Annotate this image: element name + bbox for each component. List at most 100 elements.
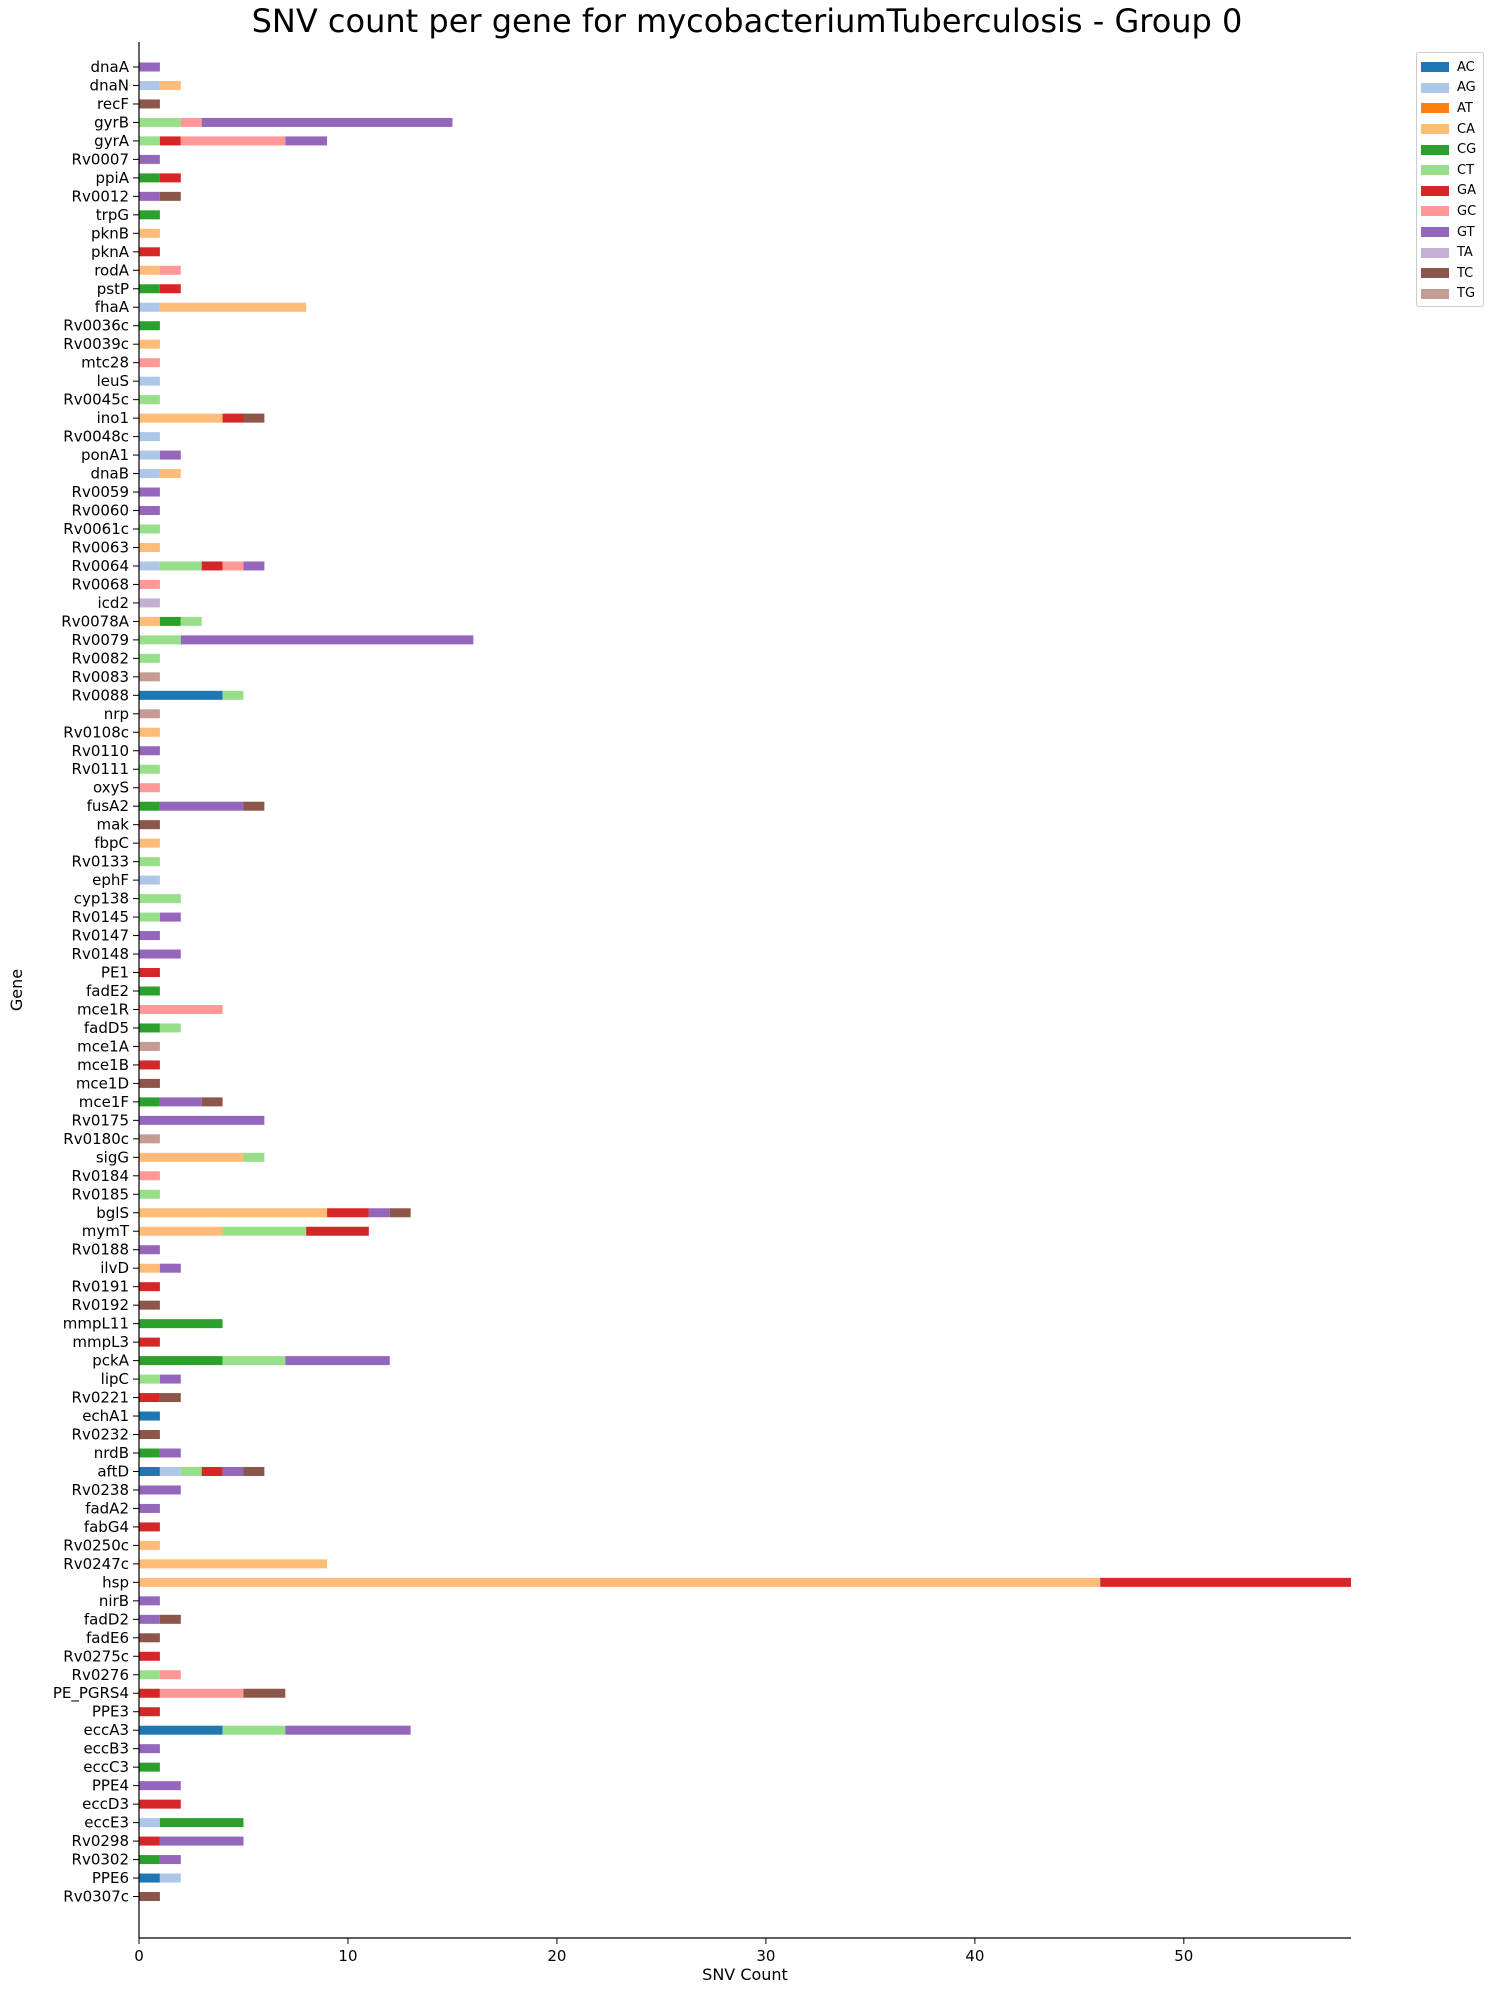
y-tick-label: mmpL11 bbox=[63, 1315, 129, 1333]
y-tick-label: Rv0110 bbox=[72, 742, 129, 760]
bar-PPE6-AG bbox=[159, 1873, 181, 1883]
bar-fadE6-TC bbox=[139, 1633, 160, 1643]
legend-item-CA: CA bbox=[1421, 119, 1479, 140]
y-tick-label: mmpL3 bbox=[72, 1333, 129, 1351]
y-tick-label: Rv0188 bbox=[72, 1241, 129, 1259]
bar-eccD3-GA bbox=[139, 1799, 181, 1809]
bar-dnaB-CA bbox=[159, 469, 181, 479]
bar-Rv0083-TG bbox=[139, 672, 160, 682]
bar-PPE3-GA bbox=[139, 1707, 160, 1717]
bar-Rv0078A-CT bbox=[180, 616, 202, 626]
legend-item-GT: GT bbox=[1421, 222, 1479, 243]
legend-label: CA bbox=[1457, 121, 1475, 137]
bar-Rv0036c-CG bbox=[139, 321, 160, 331]
y-tick-label: gyrA bbox=[94, 132, 130, 150]
bar-PPE6-AC bbox=[139, 1873, 160, 1883]
bar-PE_PGRS4-GA bbox=[139, 1688, 160, 1698]
y-tick-label: mce1B bbox=[77, 1056, 129, 1074]
y-tick-label: Rv0175 bbox=[72, 1111, 129, 1129]
y-axis-ticks: dnaAdnaNrecFgyrBgyrARv0007ppiARv0012trpG… bbox=[53, 58, 139, 1906]
legend-label: GT bbox=[1457, 224, 1475, 240]
bar-ino1-GA bbox=[222, 413, 244, 423]
bar-Rv0298-GT bbox=[159, 1836, 244, 1846]
bar-Rv0060-GT bbox=[139, 506, 160, 516]
y-tick-label: mak bbox=[97, 816, 130, 834]
bar-fadD5-CG bbox=[139, 1023, 160, 1033]
y-tick-label: Rv0111 bbox=[72, 760, 129, 778]
bar-eccA3-AC bbox=[139, 1725, 223, 1735]
y-tick-label: fabG4 bbox=[84, 1518, 129, 1536]
bar-Rv0147-GT bbox=[139, 931, 160, 941]
legend-label: CG bbox=[1457, 142, 1477, 158]
y-tick-label: PPE6 bbox=[92, 1869, 129, 1887]
bar-Rv0064-GT bbox=[243, 561, 265, 571]
bar-Rv0221-GA bbox=[139, 1393, 160, 1403]
y-tick-label: rodA bbox=[94, 261, 130, 279]
bar-aftD-GA bbox=[201, 1466, 223, 1476]
bar-lipC-CT bbox=[139, 1374, 160, 1384]
bar-Rv0079-GT bbox=[180, 635, 474, 645]
bar-Rv0232-TC bbox=[139, 1430, 160, 1440]
bar-Rv0111-CT bbox=[139, 764, 160, 774]
bar-Rv0276-CT bbox=[139, 1670, 160, 1680]
bar-Rv0110-GT bbox=[139, 746, 160, 756]
bar-fhaA-AG bbox=[139, 302, 160, 312]
y-tick-label: fbpC bbox=[94, 834, 129, 852]
y-tick-label: Rv0078A bbox=[61, 612, 129, 630]
bar-dnaB-AG bbox=[139, 469, 160, 479]
y-tick-label: ino1 bbox=[97, 409, 129, 427]
y-tick-label: Rv0045c bbox=[63, 391, 129, 409]
bar-Rv0079-CT bbox=[139, 635, 181, 645]
bar-mmpL11-CG bbox=[139, 1319, 223, 1329]
y-tick-label: Rv0192 bbox=[72, 1296, 129, 1314]
bar-aftD-AC bbox=[139, 1466, 160, 1476]
y-tick-label: Rv0247c bbox=[63, 1555, 129, 1573]
legend-swatch bbox=[1421, 185, 1449, 196]
bar-eccC3-CG bbox=[139, 1762, 160, 1772]
bar-ppiA-GA bbox=[159, 173, 181, 183]
legend-swatch bbox=[1421, 206, 1449, 217]
bar-eccA3-GT bbox=[285, 1725, 411, 1735]
bar-Rv0012-TC bbox=[159, 191, 181, 201]
legend-label: GC bbox=[1457, 203, 1477, 219]
y-tick-label: oxyS bbox=[93, 779, 129, 797]
y-tick-label: fadE6 bbox=[86, 1629, 129, 1647]
y-tick-label: eccE3 bbox=[84, 1814, 129, 1832]
bar-gyrA-GA bbox=[159, 136, 181, 146]
bar-sigG-CA bbox=[139, 1152, 244, 1162]
bar-bglS-CA bbox=[139, 1208, 328, 1218]
bar-ino1-CA bbox=[139, 413, 223, 423]
bar-Rv0108c-CA bbox=[139, 727, 160, 737]
y-tick-label: trpG bbox=[96, 206, 129, 224]
y-tick-label: Rv0061c bbox=[63, 520, 129, 538]
bar-sigG-CT bbox=[243, 1152, 265, 1162]
legend-item-TC: TC bbox=[1421, 263, 1479, 284]
bar-PE_PGRS4-TC bbox=[243, 1688, 286, 1698]
x-axis-label: SNV Count bbox=[702, 1965, 788, 1984]
y-tick-label: icd2 bbox=[98, 594, 129, 612]
bar-Rv0088-AC bbox=[139, 690, 223, 700]
y-tick-label: mce1A bbox=[77, 1037, 130, 1055]
bar-mymT-GA bbox=[306, 1226, 369, 1236]
bar-nrdB-GT bbox=[159, 1448, 181, 1458]
bar-mce1D-TC bbox=[139, 1078, 160, 1088]
bar-dnaN-CA bbox=[159, 80, 181, 90]
x-tick-label: 30 bbox=[756, 1947, 775, 1965]
y-tick-label: cyp138 bbox=[74, 890, 129, 908]
bar-Rv0298-GA bbox=[139, 1836, 160, 1846]
legend-swatch bbox=[1421, 268, 1449, 279]
bar-recF-TC bbox=[139, 99, 160, 109]
y-tick-label: mymT bbox=[82, 1222, 130, 1240]
bar-pckA-CT bbox=[222, 1356, 286, 1366]
bar-mtc28-GC bbox=[139, 358, 160, 368]
bar-mce1F-GT bbox=[159, 1097, 202, 1107]
bar-mce1R-GC bbox=[139, 1004, 223, 1014]
x-tick-label: 40 bbox=[965, 1947, 984, 1965]
bar-fusA2-TC bbox=[243, 801, 265, 811]
x-axis-ticks: 0 10 20 30 40 50 bbox=[134, 1938, 1193, 1965]
y-tick-label: Rv0007 bbox=[72, 150, 129, 168]
bar-Rv0275c-GA bbox=[139, 1651, 160, 1661]
bar-trpG-CG bbox=[139, 210, 160, 220]
legend-label: TA bbox=[1457, 245, 1473, 261]
bar-mmpL3-GA bbox=[139, 1337, 160, 1347]
